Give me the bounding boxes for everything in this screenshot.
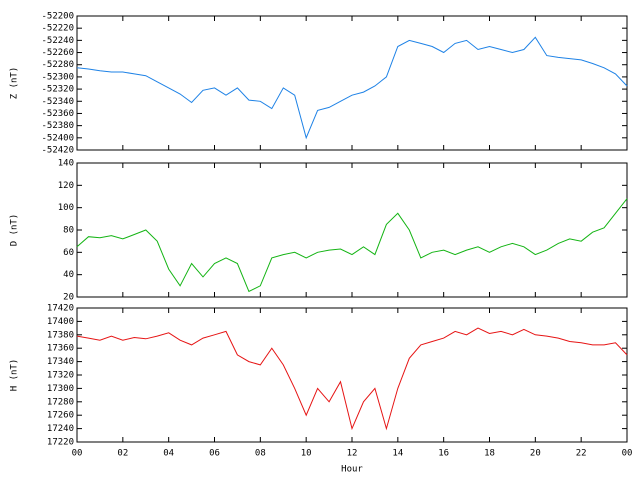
panel-frame — [76, 162, 628, 298]
y-tick-label: -52220 — [41, 24, 74, 34]
x-tick-label: 08 — [255, 449, 266, 459]
y-axis-label: D (nT) — [10, 214, 20, 247]
y-tick-label: -52380 — [41, 121, 74, 131]
y-tick-label: 17420 — [47, 304, 74, 314]
x-tick-label: 02 — [117, 449, 128, 459]
y-tick-label: -52400 — [41, 133, 74, 143]
y-tick-label: -52420 — [41, 146, 74, 156]
data-line — [76, 327, 628, 431]
y-tick-label: -52260 — [41, 48, 74, 58]
data-line — [76, 198, 628, 293]
y-tick-label: 17380 — [47, 330, 74, 340]
y-tick-label: 17340 — [47, 357, 74, 367]
y-tick-label: 17360 — [47, 344, 74, 354]
y-tick-label: 17280 — [47, 397, 74, 407]
x-axis-label: Hour — [341, 465, 363, 475]
y-tick-label: -52200 — [41, 12, 74, 22]
y-tick-label: 120 — [58, 181, 74, 191]
x-tick-label: 10 — [301, 449, 312, 459]
y-tick-label: 20 — [63, 293, 74, 303]
y-tick-label: 17400 — [47, 317, 74, 327]
x-tick-label: 04 — [163, 449, 174, 459]
y-tick-label: 17320 — [47, 371, 74, 381]
y-tick-label: -52300 — [41, 72, 74, 82]
y-tick-label: 17240 — [47, 424, 74, 434]
y-tick-label: 17220 — [47, 438, 74, 448]
data-line — [76, 36, 628, 140]
y-tick-label: 17260 — [47, 411, 74, 421]
y-tick-label: 40 — [63, 270, 74, 280]
y-tick-label: -52240 — [41, 36, 74, 46]
y-tick-label: -52280 — [41, 60, 74, 70]
panel-frame — [76, 307, 628, 443]
x-tick-label: 14 — [392, 449, 403, 459]
y-axis-label: Z (nT) — [10, 67, 20, 100]
y-tick-label: 17300 — [47, 384, 74, 394]
y-tick-label: -52360 — [41, 109, 74, 119]
x-tick-label: 12 — [347, 449, 358, 459]
x-tick-label: 22 — [576, 449, 587, 459]
y-tick-label: 140 — [58, 159, 74, 169]
x-tick-label: 18 — [484, 449, 495, 459]
y-axis-label: H (nT) — [10, 359, 20, 392]
x-tick-label: 20 — [530, 449, 541, 459]
y-tick-label: 80 — [63, 226, 74, 236]
x-tick-label: 06 — [209, 449, 220, 459]
x-tick-label: 16 — [438, 449, 449, 459]
y-tick-label: 60 — [63, 248, 74, 258]
y-tick-label: -52340 — [41, 97, 74, 107]
x-tick-label: 00 — [622, 449, 633, 459]
y-tick-label: -52320 — [41, 85, 74, 95]
x-tick-label: 00 — [72, 449, 83, 459]
y-tick-label: 100 — [58, 203, 74, 213]
